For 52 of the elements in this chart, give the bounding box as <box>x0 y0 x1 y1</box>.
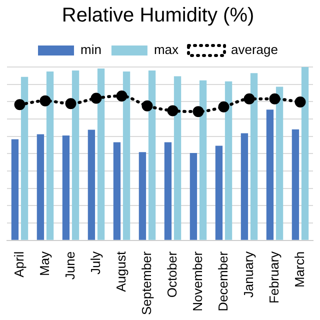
x-tick-label: May <box>36 250 52 276</box>
bar <box>20 76 28 240</box>
bar <box>240 133 248 240</box>
x-tick-label: February <box>266 250 282 304</box>
bar <box>266 110 274 240</box>
chart-title: Relative Humidity (%) <box>62 4 254 27</box>
bar <box>224 81 232 240</box>
bar <box>122 72 130 240</box>
bar <box>199 80 207 240</box>
bar <box>164 142 172 240</box>
point <box>294 96 306 108</box>
bar <box>46 72 54 240</box>
point <box>65 98 76 110</box>
bar <box>97 68 105 240</box>
bar <box>36 134 44 240</box>
bar <box>250 73 258 240</box>
point <box>244 93 255 104</box>
point <box>192 106 204 118</box>
point <box>14 99 26 110</box>
bar <box>62 135 70 240</box>
bar <box>215 146 223 240</box>
bar <box>148 70 156 240</box>
x-tick-label: July <box>88 250 103 275</box>
point <box>218 101 230 112</box>
x-tick-label: June <box>62 251 78 280</box>
bar <box>190 153 198 240</box>
legend-label: max <box>154 42 180 58</box>
bar <box>88 130 96 240</box>
legend-label: min <box>80 42 102 58</box>
bar <box>301 67 309 240</box>
x-tick-label: January <box>240 250 256 298</box>
point <box>116 90 128 102</box>
bar <box>138 152 146 240</box>
x-tick-label: September <box>138 250 154 316</box>
bar <box>174 76 182 240</box>
x-tick-label: August <box>113 251 128 292</box>
bar <box>72 70 80 240</box>
point <box>167 105 178 116</box>
x-tick-label: November <box>190 250 205 312</box>
bar <box>11 139 19 240</box>
bar <box>276 86 284 240</box>
bar <box>113 142 121 240</box>
point <box>40 95 51 106</box>
point <box>269 93 280 104</box>
x-tick-label: April <box>11 251 26 278</box>
x-tick-label: December <box>215 250 230 312</box>
point <box>142 100 153 112</box>
bar <box>292 129 300 240</box>
legend-label: average <box>231 42 278 58</box>
x-tick-label: March <box>292 251 307 288</box>
point <box>90 92 102 104</box>
x-tick-label: October <box>164 250 180 298</box>
